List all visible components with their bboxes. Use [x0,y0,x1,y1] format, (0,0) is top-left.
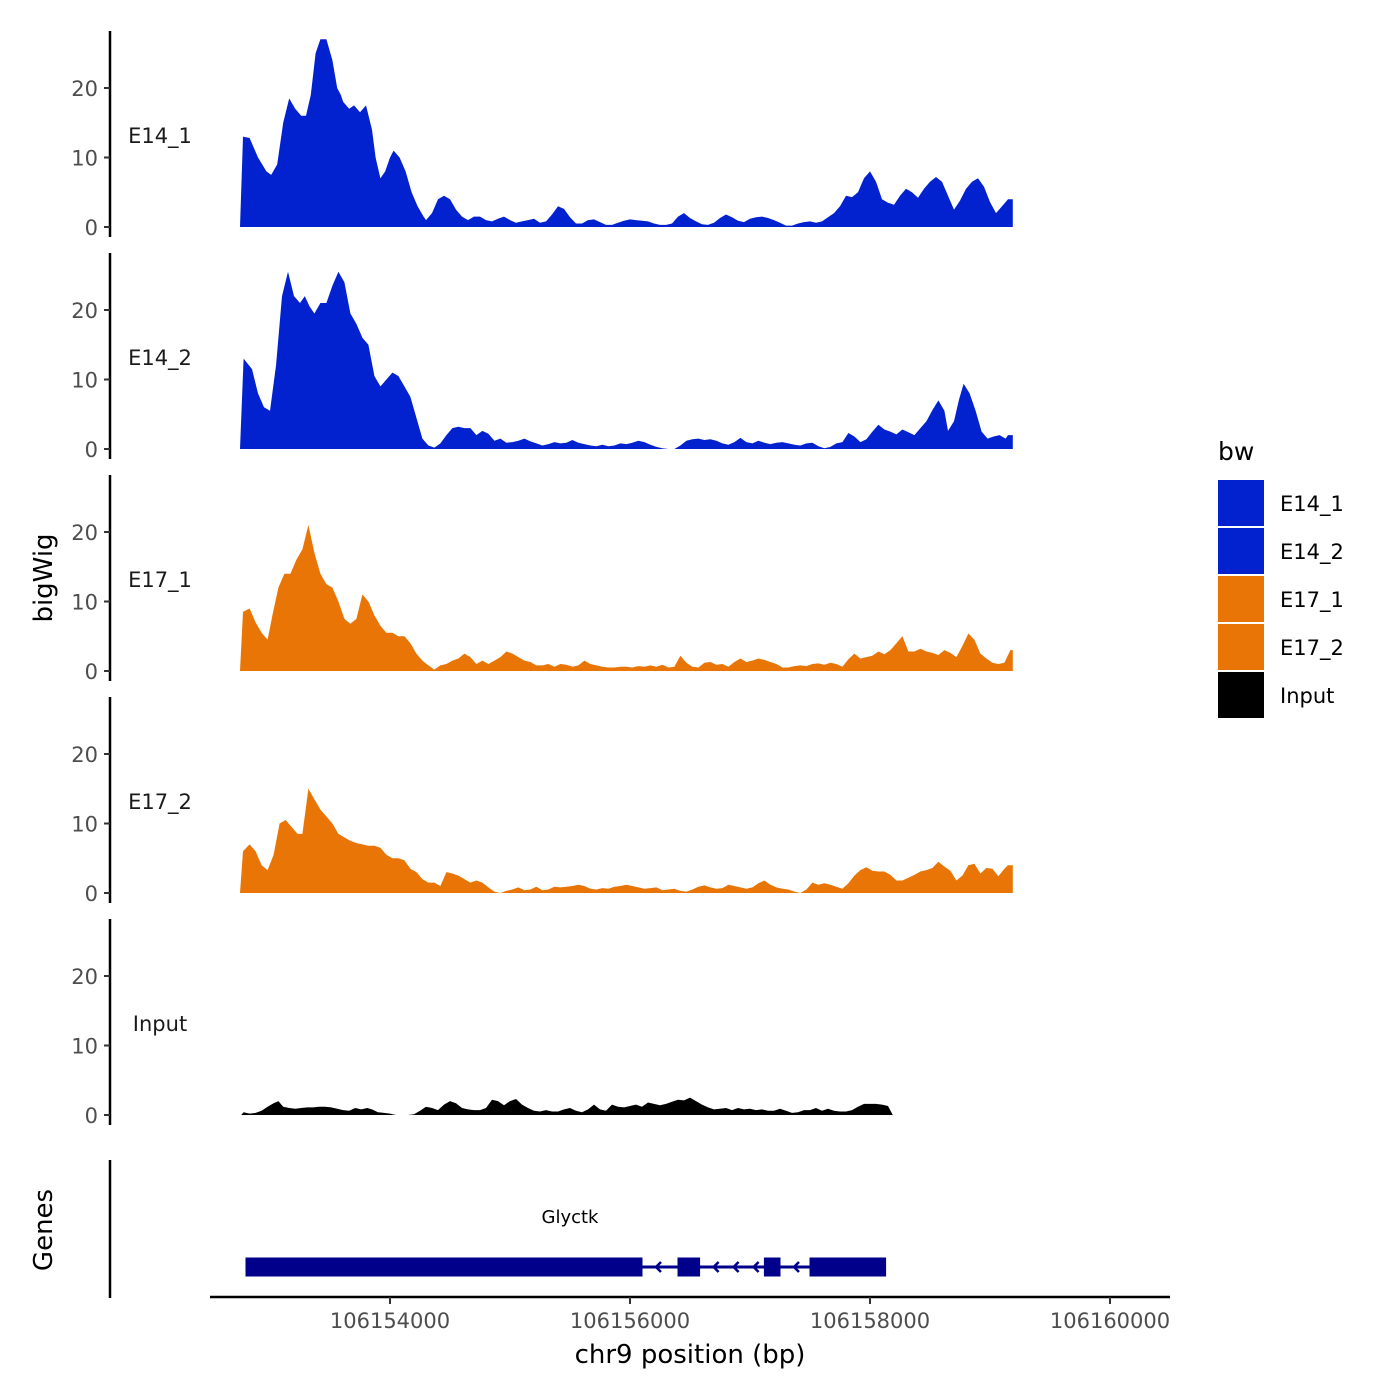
legend-swatch-e14_2 [1218,528,1264,574]
y-tick-label: 0 [85,438,98,462]
y-tick-label: 20 [71,965,98,989]
gene-exon [763,1257,781,1277]
x-tick-label: 106158000 [810,1309,930,1333]
gene-exon [809,1257,887,1277]
legend-label: E17_1 [1280,588,1344,613]
legend-swatch-input [1218,672,1264,718]
strand-arrow [751,1261,760,1273]
track-panel-input: 0 10 20 Input [71,919,893,1128]
legend: bw E14_1 E14_2 E17_1 E17_2 Input [1218,437,1344,718]
y-tick-label: 0 [85,1104,98,1128]
y-tick-label: 10 [71,813,98,837]
gene-track-panel: Glyctk [108,1160,887,1298]
legend-label: E14_2 [1280,540,1344,565]
legend-title: bw [1218,437,1254,466]
legend-swatch-e17_2 [1218,624,1264,670]
strand-arrow [654,1261,662,1273]
x-tick-label: 106154000 [330,1309,450,1333]
strand-arrow [731,1261,740,1273]
track-name: E17_1 [128,568,192,593]
track-panel-e14_1: 0 10 20 E14_1 [71,31,1013,240]
y-tick-label: 10 [71,1035,98,1059]
x-tick-label: 106160000 [1050,1309,1170,1333]
y-tick-label: 0 [85,882,98,906]
legend-label: E17_2 [1280,636,1344,661]
signal-area-e14_1 [240,39,1013,227]
gene-exon [677,1257,701,1277]
genes-axis-label: Genes [29,1189,59,1271]
track-name: E14_2 [128,346,192,371]
gene-exon [245,1257,643,1277]
strand-arrow [711,1261,720,1273]
y-tick-label: 20 [71,77,98,101]
y-tick-label: 20 [71,299,98,323]
legend-swatch-e14_1 [1218,480,1264,526]
track-panel-e17_2: 0 10 20 E17_2 [71,697,1013,906]
x-axis: 106154000 106156000 106158000 106160000 [210,1295,1170,1333]
y-tick-label: 0 [85,216,98,240]
track-panels: 0 10 20 E14_1 0 10 20 E14_2 0 10 20 E17_1 0 10 20 E17_2… [71,31,1013,1128]
y-tick-label: 10 [71,591,98,615]
signal-area-input [241,1097,893,1115]
legend-label: E14_1 [1280,492,1344,517]
legend-label: Input [1280,684,1334,708]
y-axis-label: bigWig [29,533,59,622]
track-panel-e17_1: 0 10 20 E17_1 [71,475,1013,684]
strand-arrow [792,1261,800,1273]
signal-area-e14_2 [240,271,1013,449]
y-tick-label: 10 [71,369,98,393]
y-tick-label: 10 [71,147,98,171]
y-tick-label: 20 [71,743,98,767]
track-panel-e14_2: 0 10 20 E14_2 [71,253,1013,462]
y-tick-label: 0 [85,660,98,684]
legend-swatch-e17_1 [1218,576,1264,622]
track-name: E17_2 [128,790,192,815]
signal-area-e17_2 [240,788,1013,893]
x-tick-label: 106156000 [570,1309,690,1333]
x-axis-label: chr9 position (bp) [575,1340,806,1370]
track-name: Input [133,1012,187,1036]
track-name: E14_1 [128,124,192,149]
y-tick-label: 20 [71,521,98,545]
gene-name-label: Glyctk [542,1207,600,1228]
signal-area-e17_1 [240,525,1013,671]
